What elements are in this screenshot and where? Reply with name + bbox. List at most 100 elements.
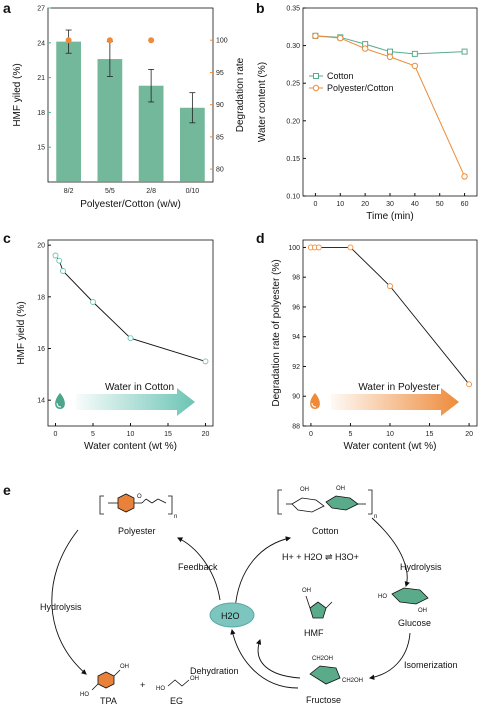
panel-letter-a: a <box>3 0 11 16</box>
cotton-label: Cotton <box>312 526 339 536</box>
y-axis-label: Water content (%) <box>257 62 268 142</box>
gradient-arrow <box>331 388 459 416</box>
eg-label: EG <box>170 696 183 706</box>
x-tick-label: 40 <box>411 201 419 208</box>
chart-c-hmf-yield: 0 5 10 15 20 14 16 18 20 Water in Cotton Water con… <box>16 239 214 452</box>
hydrolysis-right-label: Hydrolysis <box>400 562 442 572</box>
y-tick-label: 20 <box>37 243 45 250</box>
drop-highlight <box>56 402 62 408</box>
y-tick-label: 0.15 <box>286 156 300 163</box>
legend-marker <box>313 73 319 79</box>
y-tick-label: 90 <box>292 394 300 401</box>
x-tick-label: 30 <box>386 201 394 208</box>
y2-tick-label: 95 <box>216 70 224 77</box>
data-point <box>56 257 63 264</box>
x-tick-label: 60 <box>461 201 469 208</box>
eg-oh-label: OH <box>190 676 199 682</box>
data-point <box>202 358 209 365</box>
y-tick-label: 0.30 <box>286 43 300 50</box>
y2-tick-label: 90 <box>216 102 224 109</box>
data-point <box>361 45 369 52</box>
data-point <box>347 244 354 251</box>
y-tick-label: 94 <box>292 334 300 341</box>
legend-label: Cotton <box>327 71 354 81</box>
x-axis-label: Water content (wt %) <box>344 441 437 452</box>
panel-letter-e: e <box>3 482 11 498</box>
y-tick-label: 88 <box>292 424 300 431</box>
y-tick-label: 98 <box>292 275 300 282</box>
hydrolysis-left-label: Hydrolysis <box>40 602 82 612</box>
data-point <box>60 268 66 274</box>
chart-b-water-content: 0 10 20 30 40 50 60 0.10 0.15 0.20 0.25 0.30 0.35 Cot… <box>257 6 478 222</box>
x-tick-label: 10 <box>336 201 344 208</box>
y-tick-label: 14 <box>37 398 45 405</box>
legend-marker <box>312 84 320 92</box>
plot-frame <box>47 7 214 183</box>
glucose-ho-label: HO <box>378 594 387 600</box>
data-point <box>411 62 419 70</box>
cotton-oh-label-2: OH <box>336 486 345 492</box>
x-tick-label: 50 <box>436 201 444 208</box>
water-return-arrow <box>230 628 299 689</box>
y-tick-label: 15 <box>37 145 45 152</box>
series-line <box>310 246 470 385</box>
data-point <box>312 32 319 40</box>
x-tick-label: 10 <box>386 431 394 438</box>
data-point <box>337 34 344 42</box>
y-tick-label: 92 <box>292 364 300 371</box>
x-tick-label: 15 <box>164 431 172 438</box>
y-tick-label: 27 <box>37 6 45 13</box>
isomerization-label: Isomerization <box>404 660 458 670</box>
x-axis-label: Time (min) <box>366 211 413 222</box>
hmf-label: HMF <box>304 628 324 638</box>
glucose-structure <box>391 587 429 605</box>
y-axis-label: Degradation rate of polyester (%) <box>271 259 282 406</box>
y2-axis-label-line1: Degradation rate <box>235 57 245 132</box>
y2-tick-label: 80 <box>216 167 224 174</box>
y-tick-label: 24 <box>37 40 45 47</box>
y-tick-label: 0.25 <box>286 81 300 88</box>
y-tick-label: 0.35 <box>286 6 300 13</box>
water-ellipse <box>209 602 255 628</box>
x-tick-label: 2/8 <box>146 188 156 195</box>
y-tick-label: 21 <box>37 75 45 82</box>
tpa-ho-label: HO <box>80 692 89 698</box>
y-tick-label: 16 <box>37 346 45 353</box>
x-tick-label: 0/10 <box>186 188 200 195</box>
y-axis-label: HMF yiled (%) <box>12 63 23 126</box>
polyester-o-label: O <box>137 494 142 500</box>
series-line <box>315 35 465 55</box>
panel-letter-b: b <box>256 0 265 16</box>
glucose-label: Glucose <box>398 618 431 628</box>
fructose-structure <box>309 665 341 685</box>
equilibrium-label: H+ + H2O ⇌ H3O+ <box>282 552 359 562</box>
series-line <box>55 255 206 362</box>
x-tick-label: 20 <box>361 201 369 208</box>
arrow-label: Water in Cotton <box>105 382 174 393</box>
cotton-structure <box>277 489 373 515</box>
data-point <box>466 381 473 388</box>
gradient-arrow <box>76 388 195 416</box>
y-tick-label: 0.20 <box>286 118 300 125</box>
hydrolysis-left-arrow <box>51 529 87 675</box>
water-label: H2O <box>221 611 240 621</box>
hmf-structure <box>305 595 333 619</box>
x-tick-label: 0 <box>54 431 58 438</box>
x-tick-label: 0 <box>313 201 317 208</box>
fructose-ch2oh-side: CH2OH <box>342 678 363 684</box>
data-point <box>52 252 59 259</box>
polyester-structure <box>99 493 173 515</box>
x-tick-label: 5/5 <box>105 188 115 195</box>
isomerization-arrow <box>368 632 411 680</box>
data-point <box>461 173 468 180</box>
data-point <box>386 53 394 61</box>
data-point <box>387 48 393 55</box>
eg-structure <box>167 679 190 687</box>
drop-highlight <box>311 402 317 408</box>
x-tick-label: 10 <box>127 431 135 438</box>
panel-letter-c: c <box>3 230 11 246</box>
y-tick-label: 0.10 <box>286 194 300 201</box>
x-tick-label: 0 <box>309 431 313 438</box>
cotton-oh-label-1: OH <box>300 487 309 493</box>
bar <box>97 59 123 182</box>
